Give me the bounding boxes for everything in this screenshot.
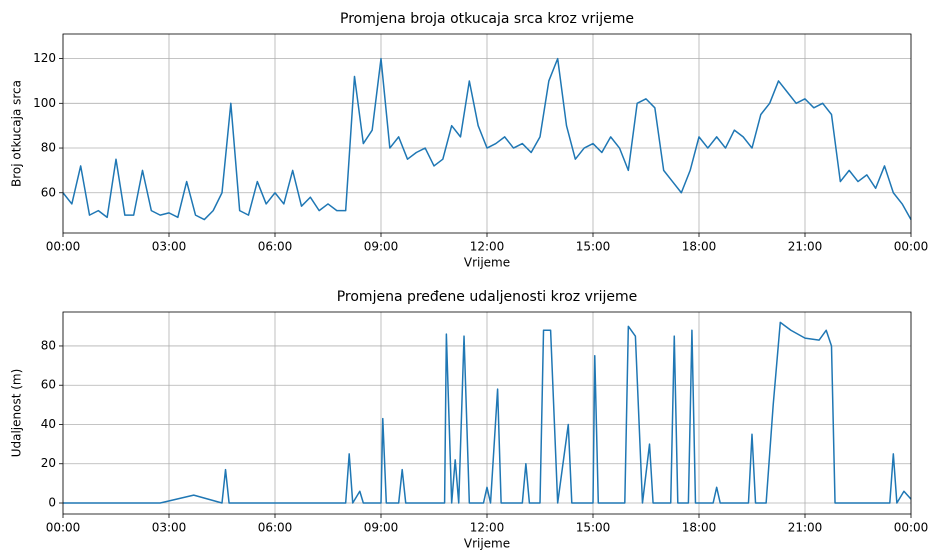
x-tick-label: 03:00: [152, 521, 187, 535]
x-tick-label: 00:00: [46, 240, 81, 254]
y-tick-label: 100: [33, 96, 56, 110]
axes-frame: [62, 311, 912, 515]
x-tick-label: 00:00: [894, 240, 929, 254]
x-tick-label: 00:00: [894, 521, 929, 535]
y-tick-label: 80: [41, 141, 56, 155]
x-tick-label: 06:00: [258, 521, 293, 535]
x-tick-label: 15:00: [576, 521, 611, 535]
x-tick-label: 12:00: [470, 521, 505, 535]
x-axis-label: Vrijeme: [464, 537, 510, 551]
y-axis-label: Udaljenost (m): [10, 369, 24, 458]
x-tick-label: 06:00: [258, 240, 293, 254]
data-line: [62, 57, 912, 221]
x-tick-label: 21:00: [788, 240, 823, 254]
chart-title: Promjena broja otkucaja srca kroz vrijem…: [340, 11, 634, 27]
x-tick-label: 21:00: [788, 521, 823, 535]
x-tick-label: 09:00: [364, 521, 399, 535]
y-tick-label: 40: [41, 417, 56, 431]
x-tick-label: 09:00: [364, 240, 399, 254]
y-tick-label: 60: [41, 185, 56, 199]
y-tick-label: 80: [41, 338, 56, 352]
y-tick-label: 120: [33, 51, 56, 65]
y-tick-label: 60: [41, 378, 56, 392]
x-tick-label: 15:00: [576, 240, 611, 254]
x-axis-label: Vrijeme: [464, 256, 510, 270]
x-tick-label: 00:00: [46, 521, 81, 535]
axes-frame: [62, 33, 912, 234]
x-tick-label: 18:00: [682, 240, 717, 254]
x-tick-label: 12:00: [470, 240, 505, 254]
y-axis-label: Broj otkucaja srca: [10, 80, 24, 187]
chart-title: Promjena pređene udaljenosti kroz vrijem…: [337, 289, 638, 305]
y-tick-label: 20: [41, 456, 56, 470]
x-tick-label: 18:00: [682, 521, 717, 535]
x-tick-label: 03:00: [152, 240, 187, 254]
y-tick-label: 0: [48, 496, 56, 510]
data-line: [63, 321, 912, 504]
